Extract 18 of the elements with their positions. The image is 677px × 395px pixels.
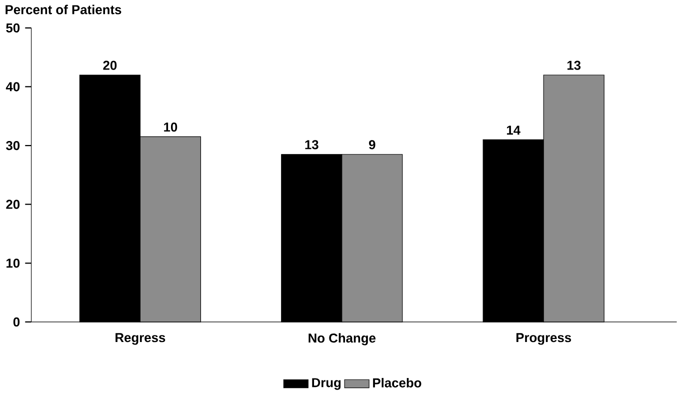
annotation: 10 bbox=[164, 122, 178, 132]
y-tick-label: 30 bbox=[6, 140, 20, 150]
y-tick-label: 50 bbox=[6, 23, 20, 32]
x-tick-label: Regress bbox=[116, 333, 166, 345]
y-tick-label: 40 bbox=[6, 82, 20, 92]
y-tick-label: 10 bbox=[6, 258, 20, 268]
annotation: 9 bbox=[369, 140, 376, 150]
y-tick-label: 0 bbox=[13, 317, 20, 326]
legend-label: Drug bbox=[312, 378, 341, 390]
y-tick-label: 20 bbox=[6, 200, 20, 209]
annotation: 13 bbox=[305, 140, 318, 150]
annotation: 20 bbox=[103, 60, 117, 70]
legend-label: Placebo bbox=[373, 378, 422, 388]
annotation: 14 bbox=[506, 126, 520, 134]
x-tick-label: Progress bbox=[516, 333, 572, 345]
annotation: 13 bbox=[567, 60, 581, 70]
y-axis-title: Percent of Patients bbox=[6, 4, 122, 14]
x-tick-label: No Change bbox=[308, 333, 376, 346]
